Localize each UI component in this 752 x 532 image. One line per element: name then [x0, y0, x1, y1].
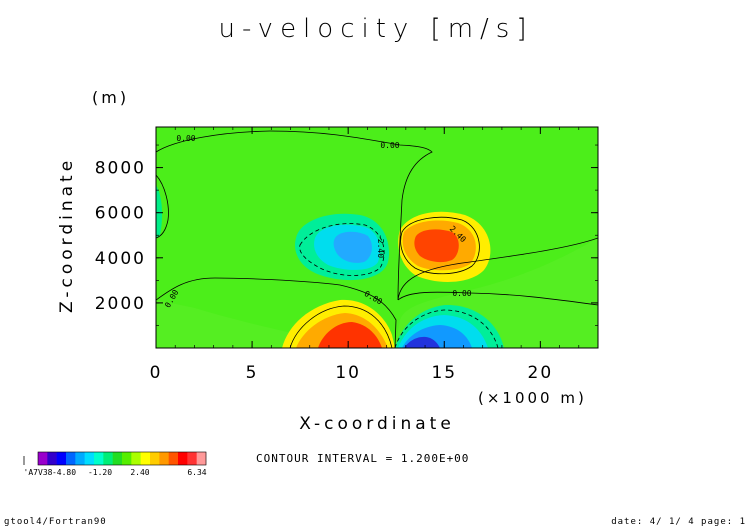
colorbar-swatch	[122, 452, 132, 465]
y-tick-label: 2000	[95, 294, 146, 314]
colorbar-tick-label: 6.34	[187, 468, 206, 477]
colorbar-frame	[37, 451, 207, 466]
colorbar-swatch	[38, 452, 48, 465]
colorbar-swatch	[47, 452, 57, 465]
contour-interval-note: CONTOUR INTERVAL = 1.200E+00	[256, 452, 470, 465]
neg-region-3	[333, 231, 372, 263]
colorbar-swatch	[103, 452, 113, 465]
y-unit-label: (m)	[92, 88, 130, 107]
y-axis: 2000 4000 6000 8000	[95, 144, 598, 326]
y-axis-label: Z-coordinate	[57, 156, 77, 313]
contour-label: 0.00	[380, 141, 399, 150]
y-tick-label: 4000	[95, 249, 146, 269]
x-tick-label: 10	[335, 363, 361, 383]
colorbar-swatch	[178, 452, 188, 465]
colorbar-swatch	[94, 452, 104, 465]
x-tick-label: 5	[246, 363, 259, 383]
plot-frame	[155, 126, 599, 349]
neg-bottom-4	[404, 336, 440, 348]
colorbar-swatch	[75, 452, 85, 465]
left-bulge	[156, 185, 163, 238]
contour-label: 0.00	[176, 134, 195, 143]
colorbar: 'A7V38 -4.80 -1.20 2.40 6.34	[24, 451, 207, 477]
chart-title: u-velocity [m/s]	[218, 14, 534, 44]
contour-label: -2.40	[376, 234, 385, 258]
colorbar-swatch	[56, 452, 67, 465]
colorbar-swatch	[196, 452, 207, 465]
y-tick-label: 8000	[95, 159, 146, 179]
colorbar-tick-label: -4.80	[52, 468, 76, 477]
colorbar-swatch	[140, 452, 151, 465]
y-tick-label: 6000	[95, 204, 146, 224]
x-tick-label: 20	[528, 363, 554, 383]
x-axis-label: X-coordinate	[299, 414, 455, 434]
colorbar-swatch	[150, 452, 160, 465]
footer-right: date: 4/ 1/ 4 page: 1	[611, 517, 746, 527]
colorbar-swatch	[131, 452, 141, 465]
colorbar-tick-label: 'A7V38	[24, 468, 53, 477]
contour-label: 0.00	[452, 289, 471, 298]
x-scale-note: (×1000 m)	[478, 389, 587, 407]
x-axis: 0 5 10 15 20	[150, 127, 599, 383]
footer-left: gtool4/Fortran90	[4, 517, 107, 527]
colorbar-tick-label: 2.40	[130, 468, 149, 477]
contour-fill-area	[156, 127, 598, 348]
colorbar-swatch	[187, 452, 197, 465]
colorbar-swatch	[168, 452, 179, 465]
contour-lines	[156, 130, 598, 348]
pos-bottom-3	[318, 322, 382, 348]
colorbar-tick-label: -1.20	[88, 468, 112, 477]
colorbar-swatch	[159, 452, 169, 465]
pos-region-3	[414, 229, 459, 263]
colorbar-swatch	[66, 452, 76, 465]
x-tick-label: 0	[150, 363, 163, 383]
colorbar-swatch	[112, 452, 123, 465]
x-tick-label: 15	[431, 363, 457, 383]
colorbar-swatch	[84, 452, 95, 465]
